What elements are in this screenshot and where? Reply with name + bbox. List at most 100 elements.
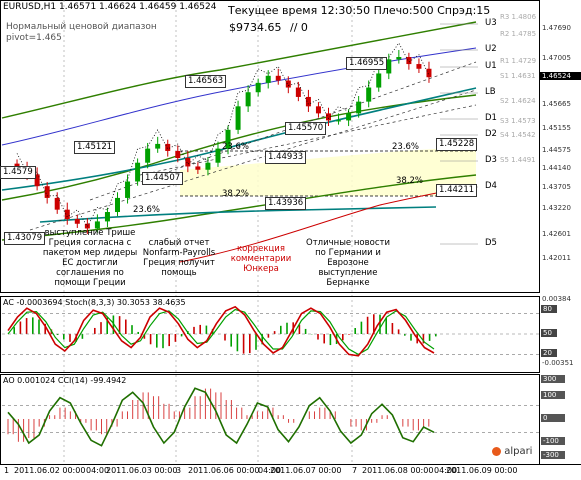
candle-body: [366, 87, 372, 102]
candle-body: [336, 120, 342, 122]
news-annotation: Отличные новости по Германии и Еврозоне …: [306, 238, 390, 288]
middle-band-line: [1, 94, 477, 201]
pivot-level-label: U2: [485, 44, 497, 54]
side-level-label: S1 1.4631: [500, 72, 536, 80]
candle-body: [396, 57, 402, 60]
ac-y-label: 50: [541, 329, 557, 337]
pivot-level-label: D5: [485, 238, 497, 248]
price-label: 1.4579: [0, 166, 36, 179]
candle-body: [275, 75, 281, 81]
candle-body: [115, 197, 120, 213]
panel-frame: [0, 296, 540, 373]
y-axis-tick-label: 1.46524: [540, 72, 581, 80]
side-level-label: R2 1.4785: [500, 30, 537, 38]
pivot-level-label: D4: [485, 181, 497, 191]
panel-frame: [0, 0, 540, 293]
y-axis-tick-label: 1.45665: [542, 100, 571, 108]
candle-body: [175, 150, 181, 159]
range-subtitle: Нормальный ценовой диапазон: [6, 22, 157, 32]
ao-y-label: -300: [541, 451, 565, 459]
candle-body: [195, 166, 201, 170]
candle-body: [235, 106, 241, 130]
ac-y-label: -0.00351: [542, 359, 574, 367]
x-axis-tick-label: 2011.06.06 00:00: [188, 466, 260, 475]
pivot-level-label: U3: [485, 18, 497, 28]
candle-body: [315, 106, 321, 114]
ac-stoch-panel: [0, 296, 540, 373]
x-axis-tick-label: 2011.06.07 00:00: [270, 466, 342, 475]
price-label: 1.44507: [142, 172, 184, 185]
price-label: 1.44211: [436, 184, 478, 197]
pivot-level-label: LB: [485, 87, 496, 97]
candle-body: [305, 96, 311, 107]
pivot-level-label: U1: [485, 61, 497, 71]
x-axis-tick-label: 1: [4, 466, 10, 475]
x-axis-tick-label: 2011.06.03 00:00: [106, 466, 178, 475]
x-axis-tick-label: 04:00: [434, 466, 458, 475]
candle-body: [145, 148, 151, 163]
candle-body: [225, 129, 231, 149]
stoch-signal-line: [7, 308, 435, 356]
candle-body: [416, 64, 422, 69]
alpari-logo-icon: [492, 446, 501, 456]
price-label: 1.44933: [265, 151, 307, 164]
upper-band-line: [1, 21, 477, 119]
candle-body: [34, 174, 40, 187]
news-annotation: выступление Трише Греция согласна с паке…: [42, 228, 138, 288]
ao-y-label: -100: [541, 437, 565, 445]
x-axis-tick-label: 2011.06.09 00:00: [446, 466, 518, 475]
candle-body: [44, 186, 50, 198]
candle-body: [285, 80, 291, 88]
ac-y-label: 0.00384: [542, 295, 571, 303]
fib-label: 23.6%: [392, 142, 420, 152]
fib-label: 38.2%: [222, 189, 250, 199]
lower-band-line: [1, 174, 477, 241]
x-axis-tick-label: 2011.06.02 00:00: [14, 466, 86, 475]
account-balance: $9734.65: [229, 21, 282, 34]
news-annotation: коррекция комментарии Юнкера: [230, 244, 292, 274]
candle-body: [356, 101, 362, 114]
teal-low-line: [39, 206, 437, 223]
y-axis-tick-label: 1.42601: [542, 230, 571, 238]
pivot-level-label: D2: [485, 129, 497, 139]
candle-body: [94, 221, 100, 229]
server-time-info: Текущее время 12:30:50 Плечо:500 Спрэд:1…: [228, 4, 491, 17]
candle-body: [185, 158, 191, 167]
candle-body: [295, 87, 301, 97]
x-axis-tick-label: 04:00: [86, 466, 110, 475]
ac-y-label: 20: [541, 349, 557, 357]
side-level-label: S4 1.4542: [500, 131, 536, 139]
y-axis-tick-label: 1.43705: [542, 183, 571, 191]
candle-body: [155, 143, 161, 149]
price-label: 1.43079: [4, 232, 46, 245]
fib-label: 23.6%: [133, 205, 161, 215]
ac-y-label: 80: [541, 305, 557, 313]
candle-body: [104, 212, 110, 222]
pivot-level-label: D1: [485, 113, 497, 123]
panel-frame: [0, 374, 540, 465]
candle-body: [255, 82, 261, 93]
pivot-subtitle: pivot=1.465: [6, 33, 62, 43]
candle-body: [376, 73, 382, 88]
blue-band-line: [1, 47, 477, 146]
candle-body: [386, 59, 392, 74]
x-axis-tick-label: 2011.06.08 00:00: [362, 466, 434, 475]
alpari-logo: alpari: [492, 446, 532, 457]
candle-body: [64, 209, 70, 220]
y-axis-tick-label: 1.44140: [542, 164, 571, 172]
candle-body: [125, 181, 131, 198]
price-label: 1.45228: [436, 138, 478, 151]
candle-body: [205, 162, 211, 170]
ao-y-label: 100: [541, 391, 565, 399]
candle-body: [165, 143, 171, 151]
fib-label: 23.6%: [222, 142, 250, 152]
ao-cci-panel: [0, 374, 581, 465]
y-axis-tick-label: 1.47005: [542, 54, 571, 62]
pivot-level-label: D3: [485, 155, 497, 165]
candle-body: [14, 163, 20, 168]
y-axis-tick-label: 1.47690: [542, 24, 571, 32]
x-axis-tick-label: 7: [352, 466, 358, 475]
side-level-label: S3 1.4573: [500, 117, 536, 125]
candle-body: [326, 113, 331, 121]
candle-body: [346, 113, 352, 121]
